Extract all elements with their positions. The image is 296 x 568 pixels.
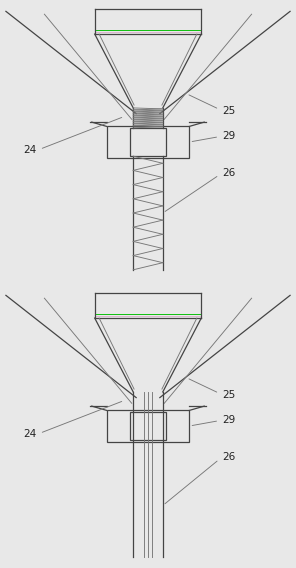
Bar <box>130 412 166 440</box>
Bar <box>107 410 189 442</box>
Text: 29: 29 <box>192 415 235 425</box>
Text: 25: 25 <box>189 379 235 400</box>
Text: 26: 26 <box>165 452 235 504</box>
Bar <box>107 126 189 157</box>
Bar <box>130 128 166 156</box>
Text: 26: 26 <box>165 168 235 211</box>
Text: 24: 24 <box>24 402 122 440</box>
Text: 25: 25 <box>189 95 235 116</box>
Text: 24: 24 <box>24 118 122 156</box>
Text: 29: 29 <box>192 131 235 141</box>
